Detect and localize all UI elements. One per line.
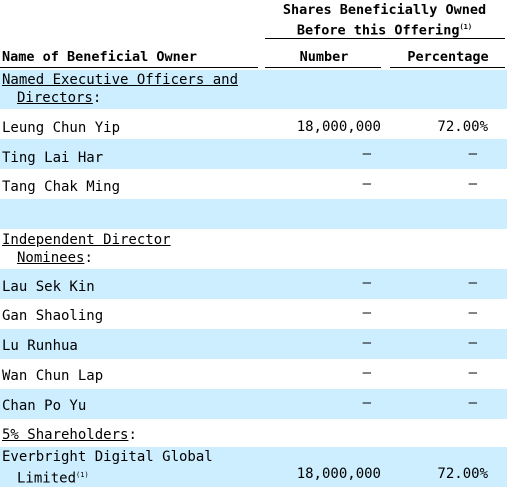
header-rule-percentage — [390, 67, 505, 68]
section-label: 5% Shareholders — [2, 427, 129, 443]
owner-number: — — [362, 176, 371, 192]
table-header: Shares Beneficially Owned Before this Of… — [0, 0, 507, 70]
owner-footnote: (1) — [76, 471, 89, 479]
section-independent-nominees: Independent Director Nominees: — [2, 232, 171, 266]
section-label: Nominees — [17, 250, 85, 266]
owner-percentage: — — [468, 275, 477, 291]
shares-owned-group-header: Shares Beneficially Owned Before this Of… — [262, 2, 507, 40]
owner-name: Leung Chun Yip — [2, 120, 121, 136]
owner-name: Everbright Digital Global — [2, 449, 213, 465]
owner-percentage: — — [468, 176, 477, 192]
owner-name: Ting Lai Har — [2, 150, 104, 166]
section-named-executives: Named Executive Officers and Directors: — [0, 70, 507, 109]
owner-percentage: — — [468, 335, 477, 351]
group-header-line2: Before this Offering(1) — [296, 22, 473, 39]
group-header-rule — [265, 38, 505, 39]
table-row: Tang Chak Ming — — — [0, 169, 507, 199]
owner-name: Lau Sek Kin — [2, 279, 95, 295]
section-label: Independent Director — [2, 232, 171, 248]
owner-percentage: — — [468, 365, 477, 381]
header-rule-number — [265, 67, 381, 68]
owner-name: Wan Chun Lap — [2, 368, 104, 384]
section-five-percent-shareholders: 5% Shareholders: — [2, 427, 137, 443]
header-rule-name — [0, 67, 258, 68]
table-row: Chan Po Yu — — — [0, 389, 507, 419]
owner-number: — — [362, 305, 371, 321]
col-header-percentage: Percentage — [407, 49, 489, 65]
table-row: Wan Chun Lap — — — [0, 359, 507, 389]
owner-name: Gan Shaoling — [2, 308, 104, 324]
owner-number: — — [362, 365, 371, 381]
spacer-row — [0, 199, 507, 229]
col-header-number: Number — [299, 49, 349, 65]
owner-number: — — [362, 146, 371, 162]
section-label: Directors — [17, 90, 93, 106]
owner-percentage: 72.00% — [437, 466, 488, 482]
owner-percentage: — — [468, 395, 477, 411]
table-row: Everbright Digital Global Limited(1) 18,… — [0, 447, 507, 487]
table-row: Ting Lai Har — — — [0, 139, 507, 169]
table-row: Lau Sek Kin — — — [0, 269, 507, 299]
owner-number: 18,000,000 — [296, 119, 381, 135]
owner-number: — — [362, 335, 371, 351]
group-header-line1: Shares Beneficially Owned — [282, 2, 487, 18]
owner-name: Tang Chak Ming — [2, 179, 121, 195]
table-row: Gan Shaoling — — — [0, 299, 507, 329]
table-row: Leung Chun Yip 18,000,000 72.00% — [0, 109, 507, 139]
owner-name: Chan Po Yu — [2, 398, 87, 414]
owner-percentage: 72.00% — [437, 119, 488, 135]
owner-number: 18,000,000 — [296, 466, 381, 482]
owner-percentage: — — [468, 146, 477, 162]
section-label: Named Executive Officers and — [2, 72, 239, 88]
owner-number: — — [362, 275, 371, 291]
owner-name: Lu Runhua — [2, 338, 78, 354]
group-header-footnote: (1) — [459, 23, 473, 31]
owner-name: Limited — [17, 470, 77, 487]
table-row: Lu Runhua — — — [0, 329, 507, 359]
owner-percentage: — — [468, 305, 477, 321]
col-header-name: Name of Beneficial Owner — [2, 49, 198, 65]
owner-number: — — [362, 395, 371, 411]
